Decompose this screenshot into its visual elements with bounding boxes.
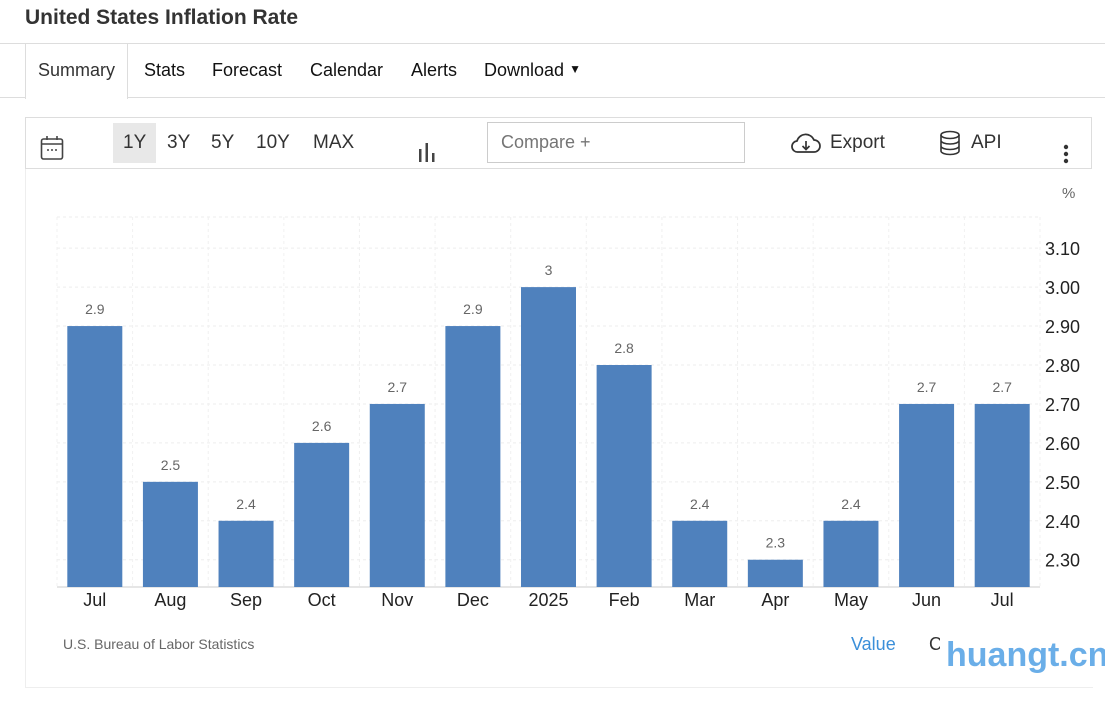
tab-download[interactable]: Download ▼ bbox=[484, 44, 581, 97]
data-label: 2.7 bbox=[992, 379, 1012, 395]
data-label: 2.4 bbox=[690, 496, 710, 512]
api-label: API bbox=[971, 132, 1002, 153]
data-label: 2.9 bbox=[463, 301, 483, 317]
range-3y[interactable]: 3Y bbox=[167, 132, 191, 153]
export-label: Export bbox=[830, 132, 885, 153]
chart-panel bbox=[25, 169, 1093, 688]
value-link[interactable]: Value bbox=[851, 634, 896, 654]
export-button[interactable]: Export bbox=[790, 118, 885, 168]
bar bbox=[974, 403, 1030, 587]
truncated-link[interactable]: C bbox=[929, 634, 942, 654]
compare-input[interactable] bbox=[487, 122, 745, 163]
y-tick-label: 2.80 bbox=[1045, 356, 1080, 376]
chart-toolbar: 1Y 3Y 5Y 10Y MAX Export API bbox=[25, 117, 1092, 169]
x-tick-label: Mar bbox=[684, 590, 715, 610]
bar bbox=[369, 403, 425, 587]
bar bbox=[521, 287, 576, 587]
tab-alerts[interactable]: Alerts bbox=[411, 60, 458, 80]
x-tick-label: Oct bbox=[308, 590, 336, 610]
bar bbox=[823, 520, 879, 587]
y-tick-label: 2.90 bbox=[1045, 317, 1080, 337]
tab-calendar[interactable]: Calendar bbox=[310, 60, 384, 80]
range-1y[interactable]: 1Y bbox=[113, 123, 157, 163]
range-max[interactable]: MAX bbox=[313, 132, 355, 153]
data-label: 2.6 bbox=[312, 418, 332, 434]
data-label: 3 bbox=[545, 262, 553, 278]
data-label: 2.7 bbox=[917, 379, 937, 395]
bar bbox=[899, 403, 955, 587]
unit-label: % bbox=[1062, 185, 1075, 202]
x-tick-label: May bbox=[834, 590, 868, 610]
data-label: 2.5 bbox=[161, 457, 181, 473]
y-tick-label: 2.60 bbox=[1045, 434, 1080, 454]
data-label: 2.3 bbox=[766, 535, 786, 551]
tab-forecast[interactable]: Forecast bbox=[212, 60, 283, 80]
x-tick-label: Jun bbox=[912, 590, 941, 610]
bar bbox=[672, 520, 728, 587]
y-tick-label: 2.30 bbox=[1045, 551, 1080, 571]
x-tick-label: Feb bbox=[609, 590, 640, 610]
y-tick-label: 2.40 bbox=[1045, 512, 1080, 532]
x-tick-label: Aug bbox=[154, 590, 186, 610]
x-tick-label: Dec bbox=[457, 590, 489, 610]
data-label: 2.8 bbox=[614, 340, 634, 356]
data-label: 2.9 bbox=[85, 301, 105, 317]
y-tick-label: 3.10 bbox=[1045, 239, 1080, 259]
bar bbox=[294, 442, 350, 587]
caret-down-icon: ▼ bbox=[569, 62, 581, 76]
y-tick-label: 2.50 bbox=[1045, 473, 1080, 493]
bar bbox=[67, 326, 123, 587]
x-tick-label: Nov bbox=[381, 590, 413, 610]
tab-summary[interactable]: Summary bbox=[25, 44, 129, 99]
bar bbox=[596, 365, 652, 587]
data-label: 2.4 bbox=[841, 496, 861, 512]
tab-stats[interactable]: Stats bbox=[144, 60, 186, 80]
x-tick-label: Sep bbox=[230, 590, 262, 610]
api-button[interactable]: API bbox=[939, 118, 1002, 168]
database-icon bbox=[940, 130, 960, 156]
x-tick-label: Apr bbox=[761, 590, 789, 610]
bar bbox=[218, 520, 274, 587]
data-label: 2.7 bbox=[388, 379, 408, 395]
bar bbox=[142, 481, 198, 587]
range-10y[interactable]: 10Y bbox=[256, 132, 290, 153]
bar bbox=[445, 326, 501, 587]
bar-chart-icon[interactable] bbox=[417, 133, 437, 162]
x-tick-label: Jul bbox=[83, 590, 106, 610]
range-5y[interactable]: 5Y bbox=[211, 132, 235, 153]
x-tick-label: 2025 bbox=[528, 590, 568, 610]
more-options-icon[interactable] bbox=[1062, 134, 1070, 164]
data-source: U.S. Bureau of Labor Statistics bbox=[63, 636, 255, 652]
tab-download-label: Download bbox=[484, 60, 565, 80]
page-title: United States Inflation Rate bbox=[25, 6, 299, 29]
x-tick-label: Jul bbox=[991, 590, 1014, 610]
y-tick-label: 2.70 bbox=[1045, 395, 1080, 415]
y-tick-label: 3.00 bbox=[1045, 278, 1080, 298]
cloud-download-icon bbox=[791, 133, 821, 153]
watermark: huangt.cn bbox=[940, 636, 1105, 675]
data-label: 2.4 bbox=[236, 496, 256, 512]
calendar-icon[interactable] bbox=[40, 131, 64, 160]
bar bbox=[747, 559, 803, 587]
tab-bar: Summary Stats Forecast Calendar Alerts D… bbox=[0, 43, 1105, 99]
